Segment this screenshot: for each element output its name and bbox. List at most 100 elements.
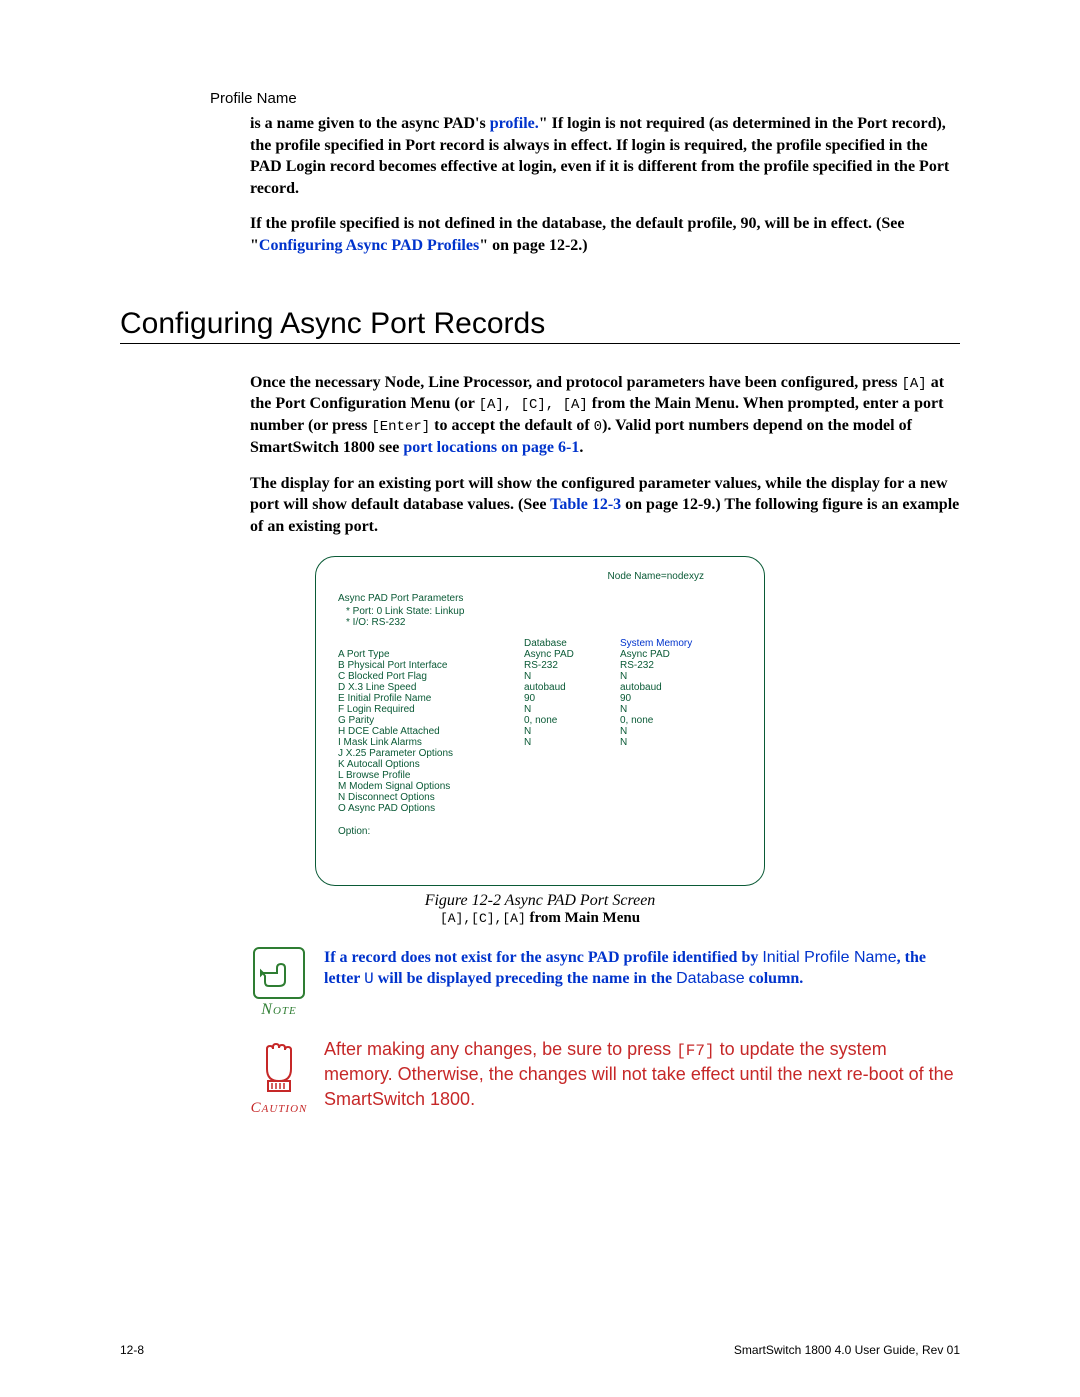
terminal-row-db bbox=[524, 759, 614, 770]
terminal-sub2: * I/O: RS-232 bbox=[346, 617, 742, 628]
port-locations-link[interactable]: port locations on page 6-1 bbox=[403, 439, 579, 456]
terminal-row-label: L Browse Profile bbox=[338, 770, 518, 781]
key-seq: [A], [C], [A] bbox=[479, 397, 588, 413]
t: Once the necessary Node, Line Processor,… bbox=[250, 374, 902, 391]
terminal-row-db: Async PAD bbox=[524, 649, 614, 660]
terminal-row-label: J X.25 Parameter Options bbox=[338, 748, 518, 759]
terminal-row-sm: N bbox=[620, 704, 710, 715]
caution-label: Caution bbox=[250, 1100, 308, 1117]
zero: 0 bbox=[594, 419, 602, 435]
caution-text: After making any changes, be sure to pre… bbox=[324, 1037, 960, 1111]
terminal-row-sm bbox=[620, 770, 710, 781]
terminal-row-db: N bbox=[524, 737, 614, 748]
terminal-hdr-db: Database bbox=[524, 638, 614, 649]
note-block: Note If a record does not exist for the … bbox=[250, 947, 960, 1019]
caution-block: Caution After making any changes, be sur… bbox=[250, 1037, 960, 1117]
key-enter: [Enter] bbox=[371, 419, 430, 435]
terminal-row-db bbox=[524, 781, 614, 792]
terminal-row-sm bbox=[620, 748, 710, 759]
terminal-row-label: B Physical Port Interface bbox=[338, 660, 518, 671]
key-a: [A] bbox=[902, 376, 927, 392]
terminal-row-label: E Initial Profile Name bbox=[338, 693, 518, 704]
fig-tail: from Main Menu bbox=[526, 910, 640, 926]
profile-para-2: If the profile specified is not defined … bbox=[250, 213, 960, 256]
terminal-row-sm bbox=[620, 781, 710, 792]
note-label: Note bbox=[250, 1001, 308, 1019]
profile-link-1: profile. bbox=[486, 115, 539, 132]
note-icon-col: Note bbox=[250, 947, 308, 1019]
t: . bbox=[579, 439, 583, 456]
t: column. bbox=[745, 970, 804, 987]
terminal-row-label: O Async PAD Options bbox=[338, 803, 518, 814]
terminal-row-db: 90 bbox=[524, 693, 614, 704]
profile-name-heading: Profile Name bbox=[210, 90, 960, 107]
terminal-row-label: H DCE Cable Attached bbox=[338, 726, 518, 737]
terminal-row-db bbox=[524, 803, 614, 814]
terminal-row-sm: N bbox=[620, 671, 710, 682]
terminal-row-sm bbox=[620, 792, 710, 803]
footer-guide-name: SmartSwitch 1800 4.0 User Guide, Rev 01 bbox=[734, 1343, 960, 1357]
figure-subcaption: [A],[C],[A] from Main Menu bbox=[120, 910, 960, 927]
terminal-row-label: N Disconnect Options bbox=[338, 792, 518, 803]
terminal-row-label: D X.3 Line Speed bbox=[338, 682, 518, 693]
terminal-sub1: * Port: 0 Link State: Linkup bbox=[346, 606, 742, 617]
terminal-option: Option: bbox=[338, 826, 742, 837]
t: After making any changes, be sure to pre… bbox=[324, 1039, 676, 1059]
terminal-row-label: I Mask Link Alarms bbox=[338, 737, 518, 748]
t: 90 bbox=[737, 215, 757, 232]
terminal-row-label: A Port Type bbox=[338, 649, 518, 660]
terminal-row-sm: Async PAD bbox=[620, 649, 710, 660]
t: " on page 12-2.) bbox=[479, 237, 587, 254]
terminal-row-sm: 90 bbox=[620, 693, 710, 704]
hand-point-icon bbox=[253, 947, 305, 999]
letter-u: U bbox=[364, 970, 374, 988]
terminal-row-db: RS-232 bbox=[524, 660, 614, 671]
terminal-row-sm: autobaud bbox=[620, 682, 710, 693]
terminal-title: Async PAD Port Parameters bbox=[338, 593, 742, 604]
terminal-screen: Node Name=nodexyz Async PAD Port Paramet… bbox=[315, 556, 765, 886]
terminal-row-db: 0, none bbox=[524, 715, 614, 726]
terminal-row-db: autobaud bbox=[524, 682, 614, 693]
page-footer: 12-8 SmartSwitch 1800 4.0 User Guide, Re… bbox=[120, 1343, 960, 1357]
terminal-row-label: C Blocked Port Flag bbox=[338, 671, 518, 682]
figure-caption: Figure 12-2 Async PAD Port Screen bbox=[120, 892, 960, 910]
database-col: Database bbox=[676, 970, 745, 987]
terminal-row-sm: N bbox=[620, 737, 710, 748]
t: If the profile specified is not defined … bbox=[250, 215, 737, 232]
t: If a record does not exist for the async… bbox=[324, 949, 762, 966]
terminal-row-sm: N bbox=[620, 726, 710, 737]
terminal-row-sm bbox=[620, 759, 710, 770]
caution-icon-col: Caution bbox=[250, 1037, 308, 1117]
table-link[interactable]: Table 12-3 bbox=[550, 496, 621, 513]
terminal-row-sm: RS-232 bbox=[620, 660, 710, 671]
terminal-node-name: Node Name=nodexyz bbox=[608, 571, 704, 582]
terminal-row-sm bbox=[620, 803, 710, 814]
note-text: If a record does not exist for the async… bbox=[324, 947, 960, 991]
terminal-row-label: K Autocall Options bbox=[338, 759, 518, 770]
terminal-row-db: N bbox=[524, 726, 614, 737]
t: to accept the default of bbox=[430, 417, 594, 434]
footer-page-number: 12-8 bbox=[120, 1343, 144, 1357]
section-para-2: The display for an existing port will sh… bbox=[250, 473, 960, 538]
fig-keys: [A],[C],[A] bbox=[440, 911, 526, 926]
profile-para-1: is a name given to the async PAD's profi… bbox=[250, 113, 960, 199]
terminal-row-db: N bbox=[524, 671, 614, 682]
initial-profile-name: Initial Profile Name bbox=[762, 949, 896, 966]
t: will be displayed preceding the name in … bbox=[374, 970, 676, 987]
profile-link-2[interactable]: Configuring Async PAD Profiles bbox=[259, 237, 479, 254]
terminal-row-label: F Login Required bbox=[338, 704, 518, 715]
terminal-row-sm: 0, none bbox=[620, 715, 710, 726]
terminal-row-db: N bbox=[524, 704, 614, 715]
terminal-row-db bbox=[524, 770, 614, 781]
terminal-row-label: G Parity bbox=[338, 715, 518, 726]
terminal-grid: Database System Memory A Port Type Async … bbox=[338, 638, 742, 814]
section-title: Configuring Async Port Records bbox=[120, 307, 960, 341]
t: is a name given to the async PAD's bbox=[250, 115, 486, 132]
stop-hand-icon bbox=[255, 1037, 303, 1093]
terminal-row-label: M Modem Signal Options bbox=[338, 781, 518, 792]
terminal-hdr-sm: System Memory bbox=[620, 638, 710, 649]
terminal-row-db bbox=[524, 792, 614, 803]
key-f7: [F7] bbox=[676, 1042, 714, 1060]
terminal-row-db bbox=[524, 748, 614, 759]
section-para-1: Once the necessary Node, Line Processor,… bbox=[250, 372, 960, 459]
